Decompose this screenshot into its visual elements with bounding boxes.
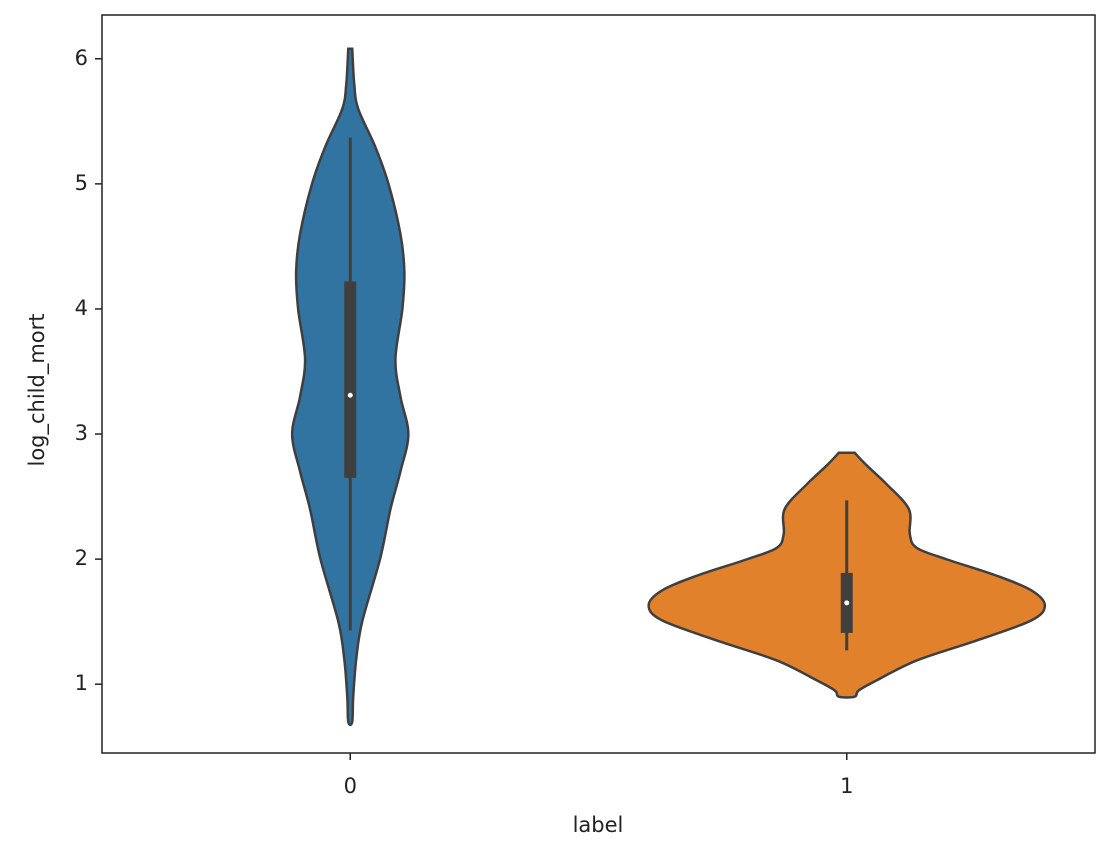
box xyxy=(344,281,357,478)
median xyxy=(844,600,850,606)
y-tick-label: 2 xyxy=(75,546,88,570)
y-tick-label: 4 xyxy=(75,296,88,320)
y-tick-label: 6 xyxy=(75,46,88,70)
x-tick-label: 0 xyxy=(344,774,357,798)
y-tick-label: 5 xyxy=(75,171,88,195)
y-axis-label: log_child_mort xyxy=(25,313,50,466)
y-tick-label: 1 xyxy=(75,671,88,695)
x-tick-label: 1 xyxy=(840,774,853,798)
y-tick-label: 3 xyxy=(75,421,88,445)
plot-frame xyxy=(101,14,1096,754)
x-axis-label: label xyxy=(573,813,624,837)
median xyxy=(347,392,353,398)
